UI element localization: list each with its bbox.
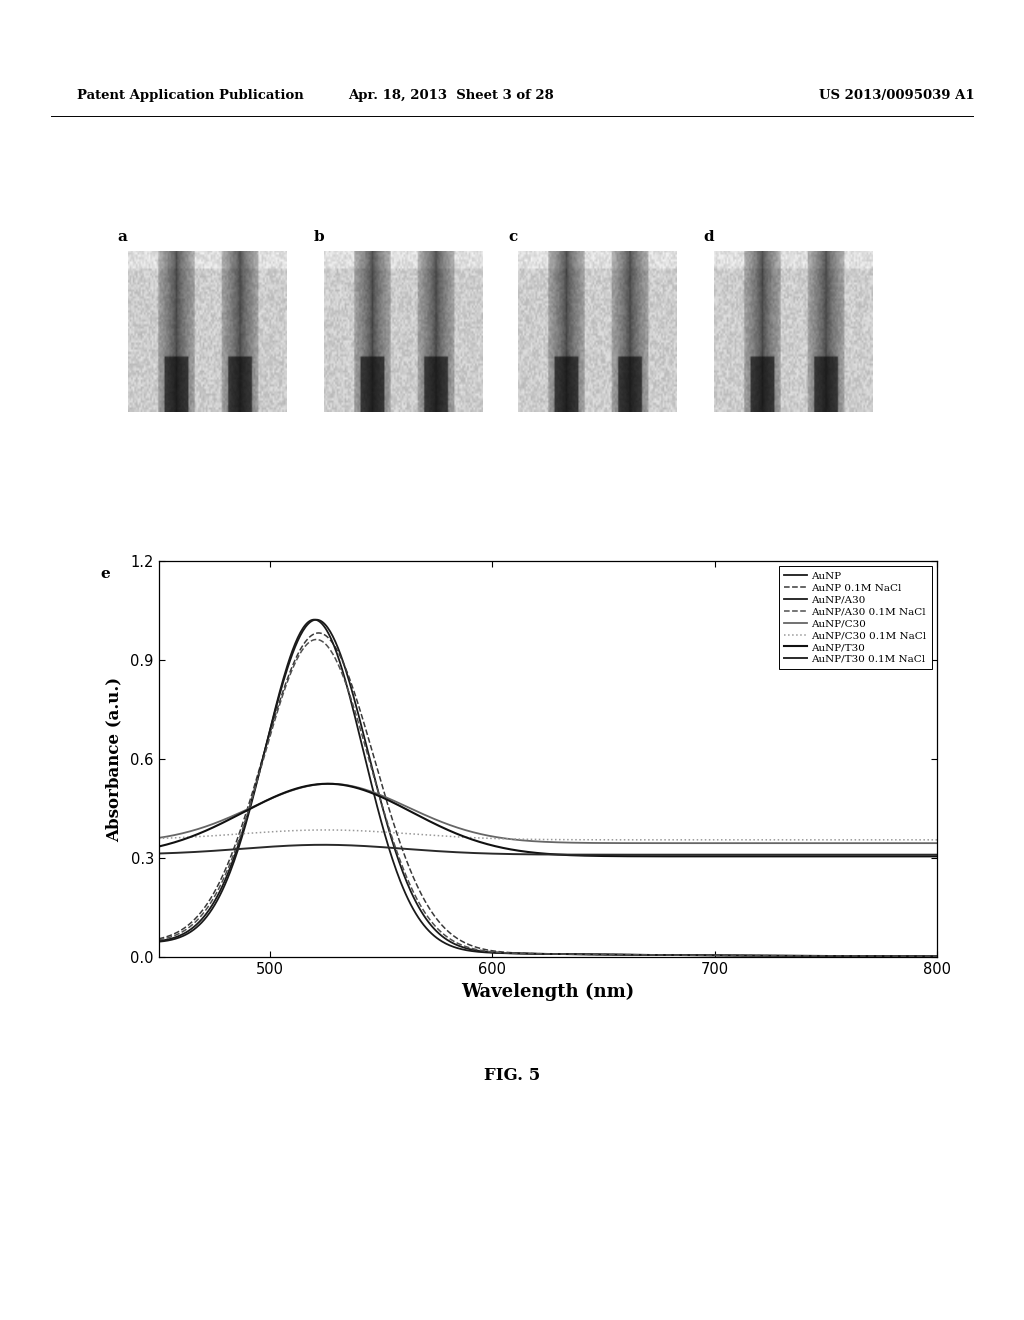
AuNP/C30: [931, 836, 943, 851]
AuNP: [674, 948, 686, 964]
AuNP/C30: [324, 776, 336, 792]
AuNP 0.1M NaCl: [290, 649, 302, 665]
AuNP/T30: [290, 780, 302, 796]
Line: AuNP/C30 0.1M NaCl: AuNP/C30 0.1M NaCl: [159, 830, 937, 840]
AuNP: [354, 713, 367, 729]
AuNP 0.1M NaCl: [506, 945, 518, 961]
AuNP/C30: [506, 832, 518, 847]
AuNP/C30 0.1M NaCl: [153, 830, 165, 846]
AuNP/C30: [674, 836, 686, 851]
AuNP 0.1M NaCl: [931, 948, 943, 964]
AuNP/C30: [153, 830, 165, 846]
AuNP: [506, 945, 518, 961]
AuNP/C30 0.1M NaCl: [612, 832, 625, 847]
AuNP/A30 0.1M NaCl: [153, 932, 165, 948]
AuNP/C30: [739, 836, 752, 851]
AuNP/A30: [674, 948, 686, 964]
AuNP/C30 0.1M NaCl: [739, 832, 752, 847]
Line: AuNP/C30: AuNP/C30: [159, 784, 937, 843]
Text: US 2013/0095039 A1: US 2013/0095039 A1: [819, 88, 975, 102]
AuNP/A30 0.1M NaCl: [310, 631, 323, 647]
AuNP/A30: [153, 933, 165, 949]
AuNP/A30 0.1M NaCl: [290, 652, 302, 668]
AuNP: [739, 948, 752, 964]
Text: e: e: [100, 568, 111, 581]
AuNP/A30: [612, 946, 625, 962]
AuNP/C30 0.1M NaCl: [674, 832, 686, 847]
AuNP: [153, 933, 165, 949]
AuNP/T30 0.1M NaCl: [739, 846, 752, 862]
Line: AuNP/A30 0.1M NaCl: AuNP/A30 0.1M NaCl: [159, 639, 937, 956]
AuNP/T30: [506, 842, 518, 858]
AuNP/C30: [612, 836, 625, 851]
Text: c: c: [508, 230, 517, 244]
AuNP/A30: [739, 948, 752, 964]
Text: Apr. 18, 2013  Sheet 3 of 28: Apr. 18, 2013 Sheet 3 of 28: [348, 88, 553, 102]
AuNP/A30 0.1M NaCl: [354, 721, 367, 737]
AuNP/C30 0.1M NaCl: [506, 832, 518, 847]
Text: b: b: [313, 230, 324, 244]
AuNP 0.1M NaCl: [354, 702, 367, 718]
AuNP/T30 0.1M NaCl: [354, 838, 367, 854]
AuNP/A30 0.1M NaCl: [931, 948, 943, 964]
AuNP 0.1M NaCl: [674, 948, 686, 964]
X-axis label: Wavelength (nm): Wavelength (nm): [461, 982, 635, 1001]
AuNP 0.1M NaCl: [612, 946, 625, 962]
AuNP/T30: [612, 849, 625, 865]
Line: AuNP: AuNP: [159, 619, 937, 956]
AuNP/T30: [674, 849, 686, 865]
AuNP/T30 0.1M NaCl: [153, 846, 165, 862]
AuNP/A30: [506, 945, 518, 961]
AuNP/T30 0.1M NaCl: [612, 846, 625, 862]
AuNP/A30 0.1M NaCl: [506, 945, 518, 961]
Text: FIG. 5: FIG. 5: [484, 1067, 540, 1084]
Y-axis label: Absorbance (a.u.): Absorbance (a.u.): [105, 676, 122, 842]
AuNP/A30 0.1M NaCl: [739, 948, 752, 964]
AuNP: [931, 948, 943, 964]
AuNP/C30: [290, 781, 302, 797]
AuNP/T30 0.1M NaCl: [506, 846, 518, 862]
AuNP/C30 0.1M NaCl: [931, 832, 943, 847]
Text: Patent Application Publication: Patent Application Publication: [77, 88, 303, 102]
Line: AuNP 0.1M NaCl: AuNP 0.1M NaCl: [159, 634, 937, 956]
AuNP/A30 0.1M NaCl: [674, 948, 686, 964]
AuNP: [310, 611, 323, 627]
AuNP: [612, 946, 625, 962]
AuNP/T30: [354, 781, 367, 797]
AuNP/A30: [290, 632, 302, 648]
AuNP 0.1M NaCl: [312, 626, 325, 642]
AuNP/A30 0.1M NaCl: [612, 946, 625, 962]
AuNP/T30 0.1M NaCl: [931, 846, 943, 862]
AuNP/T30: [739, 849, 752, 865]
AuNP/T30: [153, 838, 165, 854]
Legend: AuNP, AuNP 0.1M NaCl, AuNP/A30, AuNP/A30 0.1M NaCl, AuNP/C30, AuNP/C30 0.1M NaCl: AuNP, AuNP 0.1M NaCl, AuNP/A30, AuNP/A30…: [779, 566, 932, 669]
AuNP/T30 0.1M NaCl: [317, 837, 330, 853]
AuNP/T30 0.1M NaCl: [674, 846, 686, 862]
AuNP/C30: [354, 780, 367, 796]
Line: AuNP/T30: AuNP/T30: [159, 784, 937, 857]
AuNP/T30: [931, 849, 943, 865]
AuNP/A30: [308, 611, 321, 627]
AuNP/C30 0.1M NaCl: [318, 822, 331, 838]
AuNP/A30: [354, 730, 367, 746]
Text: a: a: [118, 230, 128, 244]
AuNP/T30: [322, 776, 334, 792]
Line: AuNP/A30: AuNP/A30: [159, 619, 937, 956]
AuNP/C30 0.1M NaCl: [290, 822, 302, 838]
AuNP/C30 0.1M NaCl: [354, 822, 367, 838]
AuNP 0.1M NaCl: [153, 931, 165, 946]
Text: d: d: [703, 230, 714, 244]
AuNP 0.1M NaCl: [739, 948, 752, 964]
AuNP: [290, 636, 302, 652]
AuNP/T30 0.1M NaCl: [290, 837, 302, 853]
Line: AuNP/T30 0.1M NaCl: AuNP/T30 0.1M NaCl: [159, 845, 937, 854]
AuNP/A30: [931, 948, 943, 964]
